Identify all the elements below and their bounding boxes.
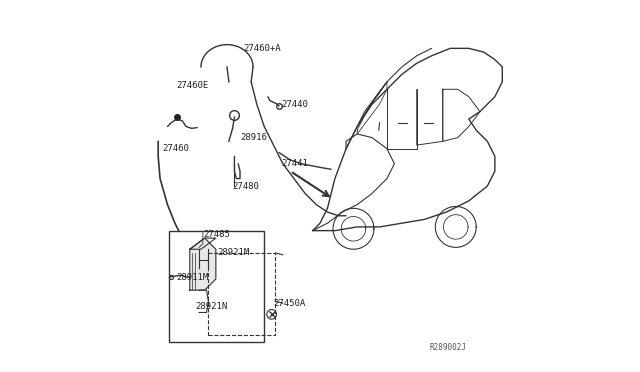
Text: 27441: 27441 [281,159,308,168]
Text: 28921N: 28921N [195,302,228,311]
Text: 27450A: 27450A [273,299,306,308]
Bar [170,231,264,342]
Bar [209,253,275,335]
Text: 27460: 27460 [162,144,189,153]
Text: 27440: 27440 [281,100,308,109]
Text: 27460E: 27460E [177,81,209,90]
Text: 27485: 27485 [203,230,230,239]
Text: 27460+A: 27460+A [244,44,282,53]
Text: 28916: 28916 [240,133,267,142]
Text: 27480: 27480 [232,182,259,190]
Text: 28911M: 28911M [177,273,209,282]
Text: R289002J: R289002J [430,343,467,352]
Polygon shape [190,238,216,290]
Text: 28921M: 28921M [218,248,250,257]
